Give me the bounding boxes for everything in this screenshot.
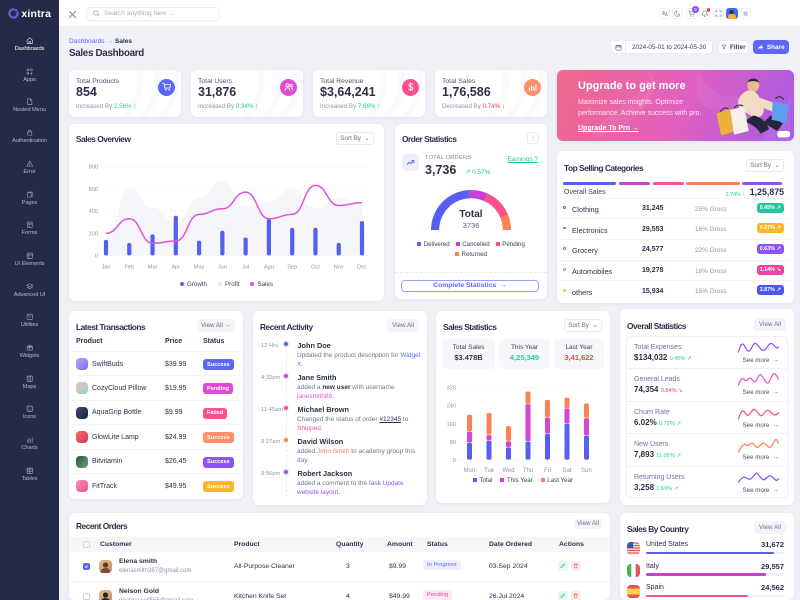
svg-text:320: 320 [447, 386, 456, 392]
svg-text:800: 800 [89, 165, 98, 171]
svg-text:400: 400 [89, 209, 98, 215]
svg-text:Apr: Apr [171, 265, 180, 271]
svg-text:Mar: Mar [148, 265, 158, 271]
svg-text:Wed: Wed [502, 468, 514, 474]
svg-text:Tue: Tue [484, 468, 495, 474]
svg-text:0: 0 [95, 254, 98, 260]
svg-text:Sun: Sun [581, 468, 592, 474]
svg-text:May: May [194, 265, 205, 271]
svg-text:Jan: Jan [101, 265, 110, 271]
svg-text:Oct: Oct [311, 265, 320, 271]
svg-text:Feb: Feb [124, 265, 134, 271]
svg-text:Dec: Dec [357, 265, 367, 271]
svg-text:Jul: Jul [242, 265, 249, 271]
svg-text:Agu: Agu [264, 265, 274, 271]
svg-text:Jun: Jun [218, 265, 227, 271]
svg-text:200: 200 [89, 231, 98, 237]
svg-text:Nov: Nov [334, 265, 344, 271]
svg-text:600: 600 [89, 187, 98, 193]
svg-text:240: 240 [447, 404, 456, 410]
svg-text:160: 160 [447, 422, 456, 428]
svg-text:80: 80 [450, 440, 456, 446]
svg-text:Thu: Thu [523, 468, 533, 474]
svg-text:Sep: Sep [287, 265, 297, 271]
svg-text:Mon: Mon [464, 468, 476, 474]
svg-text:Fri: Fri [544, 468, 551, 474]
svg-text:0: 0 [453, 458, 456, 464]
svg-text:Sat: Sat [562, 468, 571, 474]
